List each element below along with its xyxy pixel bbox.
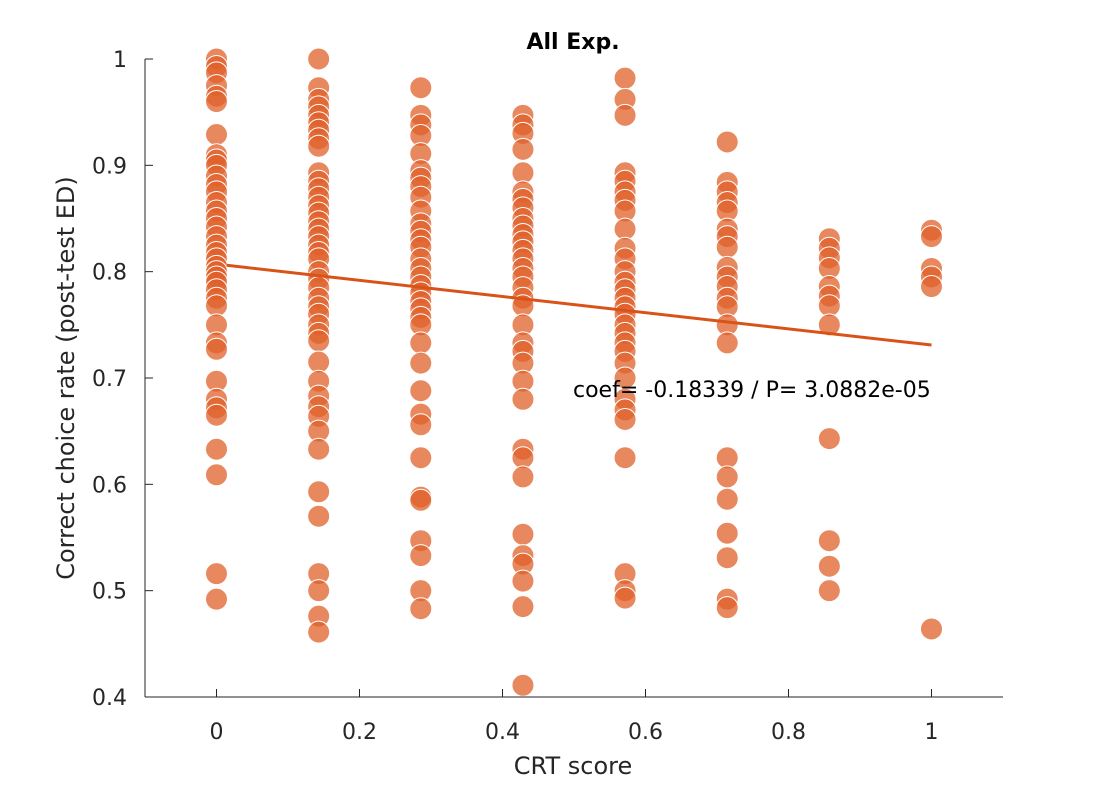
data-point: [715, 331, 739, 355]
data-point: [920, 225, 943, 249]
data-point: [511, 465, 535, 489]
data-point: [715, 546, 739, 570]
data-point: [205, 562, 228, 586]
data-point: [409, 446, 433, 470]
data-point: [307, 504, 331, 528]
data-point: [715, 521, 739, 545]
y-tick-label: 0.6: [92, 473, 127, 498]
data-point: [715, 130, 739, 154]
data-point: [511, 673, 535, 697]
x-tick-label: 0.6: [628, 720, 663, 745]
data-point: [511, 522, 535, 546]
x-ticks: 0 0.2 0.4 0.6 0.8 1: [210, 689, 939, 745]
y-tick-label: 0.7: [92, 367, 127, 392]
data-point: [613, 446, 637, 470]
data-point: [613, 103, 637, 127]
data-point: [409, 379, 433, 403]
data-point: [409, 413, 433, 437]
x-axis-label: CRT score: [514, 752, 632, 780]
data-point: [205, 463, 228, 487]
x-tick-label: 0.2: [342, 720, 377, 745]
x-tick-label: 0: [210, 720, 224, 745]
data-point: [409, 76, 433, 100]
data-point: [205, 437, 228, 461]
data-point: [613, 407, 637, 431]
data-point: [715, 235, 739, 259]
data-point: [920, 275, 943, 299]
data-point: [307, 480, 331, 504]
data-point: [715, 596, 739, 620]
regression-annotation: coef= -0.18339 / P= 3.0882e-05: [573, 378, 931, 403]
data-point: [307, 437, 331, 461]
data-point: [307, 329, 331, 353]
data-point: [205, 90, 228, 114]
data-point: [920, 617, 943, 641]
points-layer: [205, 47, 943, 697]
data-point: [409, 597, 433, 621]
fit-line-layer: [226, 263, 932, 347]
data-point: [817, 427, 841, 451]
y-tick-label: 0.4: [92, 686, 127, 711]
y-tick-label: 0.5: [92, 580, 127, 605]
data-point: [307, 620, 331, 644]
data-point: [511, 595, 535, 619]
data-point: [817, 313, 841, 337]
data-point: [409, 351, 433, 375]
chart-title: All Exp.: [526, 30, 619, 55]
data-point: [409, 488, 433, 512]
data-point: [817, 529, 841, 553]
data-point: [307, 579, 331, 603]
data-point: [511, 387, 535, 411]
y-axis-label: Correct choice rate (post-test ED): [52, 176, 80, 580]
data-point: [409, 331, 433, 355]
data-point: [205, 337, 228, 361]
data-point: [613, 66, 637, 90]
data-point: [205, 122, 228, 146]
y-tick-label: 0.8: [92, 261, 127, 286]
data-point: [205, 587, 228, 611]
data-point: [409, 544, 433, 568]
x-tick-label: 0.4: [485, 720, 520, 745]
data-point: [205, 403, 228, 427]
data-point: [817, 554, 841, 578]
x-tick-label: 0.8: [771, 720, 806, 745]
data-point: [817, 579, 841, 603]
data-point: [715, 465, 739, 489]
y-ticks: 0.4 0.5 0.6 0.7 0.8 0.9 1: [92, 48, 153, 711]
y-tick-label: 1: [113, 48, 127, 73]
data-point: [307, 134, 331, 158]
data-point: [715, 487, 739, 511]
regression-line: [226, 263, 932, 347]
data-point: [511, 569, 535, 593]
data-point: [307, 47, 331, 71]
data-point: [613, 586, 637, 610]
y-tick-label: 0.9: [92, 154, 127, 179]
data-point: [511, 137, 535, 161]
x-tick-label: 1: [925, 720, 939, 745]
